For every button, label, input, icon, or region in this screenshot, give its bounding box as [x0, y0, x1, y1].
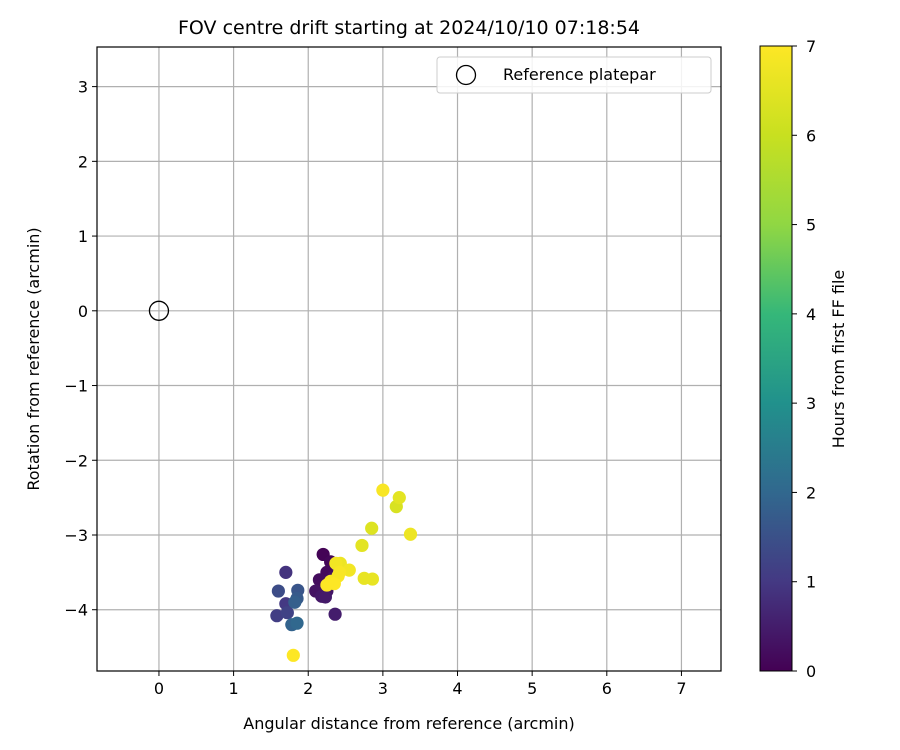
x-tick-label: 3 [378, 679, 388, 698]
chart-title: FOV centre drift starting at 2024/10/10 … [178, 17, 640, 39]
data-point [328, 607, 342, 621]
y-tick-label: 3 [78, 78, 88, 97]
colorbar-ticks: 0 1 2 3 4 5 6 7 [792, 37, 816, 681]
y-tick-label: −4 [64, 601, 88, 620]
data-point [290, 616, 304, 630]
legend: Reference platepar [436, 56, 712, 94]
data-point [318, 590, 333, 604]
colorbar-tick-label: 1 [806, 573, 816, 592]
grid [97, 47, 721, 671]
colorbar-label: Hours from first FF file [829, 270, 848, 449]
colorbar-tick-label: 7 [806, 37, 816, 56]
data-point [365, 521, 379, 535]
data-point [376, 483, 390, 497]
data-point [280, 606, 294, 620]
y-axis: 3 2 1 0 −1 −2 −3 −4 [64, 78, 97, 620]
x-axis-label: Angular distance from reference (arcmin) [243, 714, 574, 733]
data-point [332, 565, 347, 579]
x-axis: 0 1 2 3 4 5 6 7 [154, 671, 687, 698]
y-tick-label: 2 [78, 152, 88, 171]
x-tick-label: 4 [452, 679, 462, 698]
colorbar-tick-label: 0 [806, 662, 816, 681]
colorbar-tick-label: 5 [806, 216, 816, 235]
colorbar-tick-label: 2 [806, 483, 816, 502]
legend-marker-open-circle [455, 64, 477, 86]
y-tick-label: −2 [64, 451, 88, 470]
legend-entry-reference: Reference platepar [503, 65, 656, 84]
colorbar: 0 1 2 3 4 5 6 7 Hours from first FF file [759, 37, 848, 681]
data-point [320, 578, 334, 592]
data-point [288, 595, 302, 609]
plot-points [148, 300, 418, 662]
x-tick-label: 6 [602, 679, 612, 698]
x-tick-label: 2 [303, 679, 313, 698]
colorbar-tick-label: 6 [806, 126, 816, 145]
y-tick-label: −3 [64, 526, 88, 545]
data-point [286, 648, 300, 662]
legend-box [436, 56, 712, 94]
y-tick-label: 0 [78, 302, 88, 321]
x-tick-label: 5 [527, 679, 537, 698]
y-tick-label: −1 [64, 377, 88, 396]
data-point [355, 538, 369, 553]
x-tick-label: 7 [676, 679, 686, 698]
data-point [365, 572, 380, 586]
reference-point [148, 300, 170, 321]
data-point [279, 565, 293, 579]
colorbar-gradient [759, 45, 793, 672]
colorbar-tick-label: 3 [806, 394, 816, 413]
x-tick-label: 0 [154, 679, 164, 698]
colorbar-tick-label: 4 [806, 305, 816, 324]
data-point [271, 584, 285, 598]
y-tick-label: 1 [78, 227, 88, 246]
x-tick-label: 1 [228, 679, 238, 698]
plot-frame [96, 46, 722, 672]
data-point [270, 609, 284, 623]
y-axis-label: Rotation from reference (arcmin) [24, 227, 43, 490]
data-point [403, 527, 418, 541]
data-point [392, 491, 406, 505]
